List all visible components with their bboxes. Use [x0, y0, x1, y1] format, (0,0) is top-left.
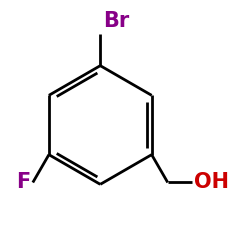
- Text: Br: Br: [103, 11, 129, 31]
- Text: F: F: [16, 172, 30, 193]
- Text: OH: OH: [194, 172, 229, 193]
